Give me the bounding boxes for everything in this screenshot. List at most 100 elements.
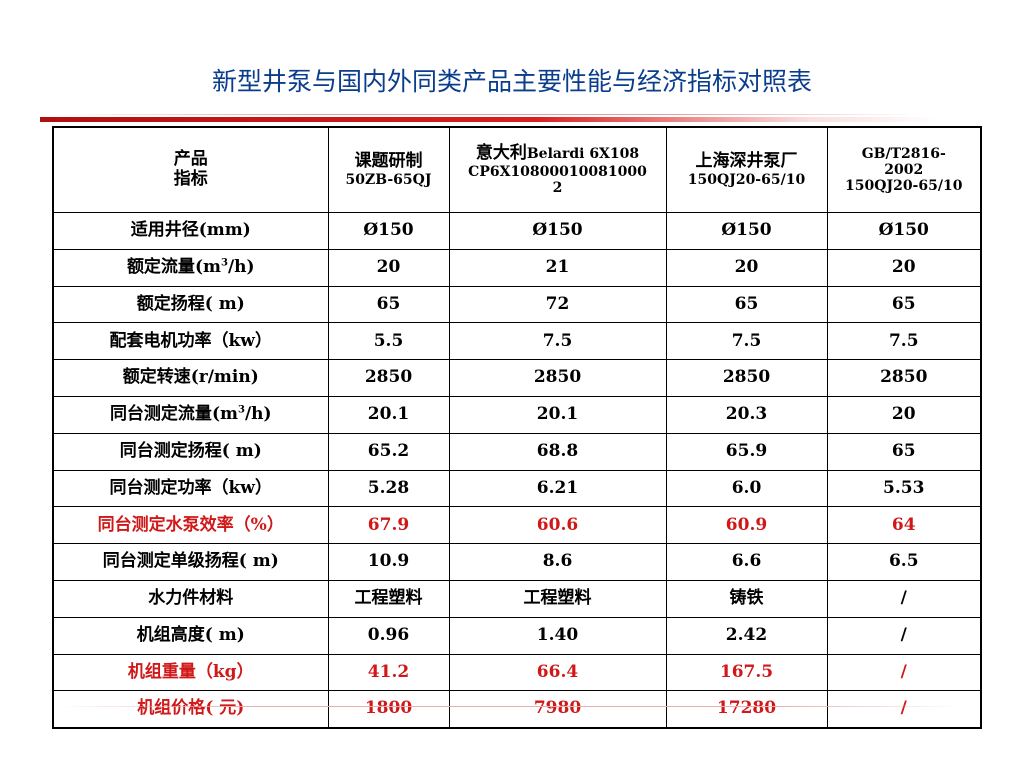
row-label-label-tail-cn: ） bbox=[236, 661, 254, 682]
row-label-label-cn: 机组重量（ bbox=[127, 661, 213, 682]
cell-value: 6.0 bbox=[665, 469, 828, 508]
cell-value: 20.1 bbox=[448, 395, 667, 434]
cell-value: 6.21 bbox=[448, 469, 667, 508]
row-label: 同台测定功率（kw） bbox=[52, 469, 329, 508]
row-label: 额定转速(r/min) bbox=[52, 359, 329, 397]
cell-value: Ø150 bbox=[448, 212, 667, 250]
row-label: 额定流量(m3/h) bbox=[52, 248, 329, 287]
cell-value: 60.9 bbox=[665, 506, 828, 545]
row-label-label-sup: 3 bbox=[237, 404, 245, 416]
row-label-label-tail: /h) bbox=[244, 404, 272, 425]
header-italy-brand: Belardi 6X108 bbox=[526, 146, 640, 163]
bottom-accent-line bbox=[60, 706, 960, 707]
table-row: 配套电机功率（kw） 5.5 7.5 7.5 7.5 bbox=[52, 322, 982, 361]
header-shanghai: 上海深井泵厂 150QJ20-65/10 bbox=[665, 126, 828, 213]
cell-value: 7.5 bbox=[826, 322, 982, 361]
cell-value: 工程塑料 bbox=[327, 579, 450, 618]
cell-value: 68.8 bbox=[448, 432, 667, 471]
row-label-label-cn: 机组高度 bbox=[136, 624, 205, 645]
cell-value: / bbox=[826, 690, 982, 729]
row-label: 同台测定流量(m3/h) bbox=[52, 395, 329, 434]
comparison-table: 产品 指标 课题研制 50ZB-65QJ 意大利Belardi 6X108 CP… bbox=[52, 126, 982, 730]
row-label: 机组高度( m) bbox=[52, 616, 329, 655]
row-label-label-unit: kg bbox=[212, 661, 237, 682]
cell-value: 65 bbox=[826, 432, 982, 471]
row-label-label-cn: 额定转速 bbox=[122, 367, 191, 388]
row-label-label-cn: 额定流量 bbox=[126, 256, 195, 277]
table-row: 额定流量(m3/h) 20 21 20 20 bbox=[52, 248, 982, 287]
header-row: 产品 指标 课题研制 50ZB-65QJ 意大利Belardi 6X108 CP… bbox=[52, 126, 982, 213]
row-label: 配套电机功率（kw） bbox=[52, 322, 329, 361]
row-label-label-cn: 同台测定水泵效率（ bbox=[97, 514, 251, 535]
row-label-label-cn: 同台测定功率（ bbox=[109, 477, 229, 498]
cell-value: 5.5 bbox=[327, 322, 450, 361]
cell-value: 20.1 bbox=[327, 395, 450, 434]
cell-value: Ø150 bbox=[826, 212, 982, 250]
title-underline-thin bbox=[60, 114, 920, 115]
header-project-name: 课题研制 bbox=[354, 151, 423, 172]
header-italy-model: CP6X10800010081000 bbox=[468, 163, 647, 180]
row-label-label-unit: ( m) bbox=[221, 440, 262, 461]
table-row: 同台测定单级扬程( m) 10.9 8.6 6.6 6.5 bbox=[52, 543, 982, 581]
cell-value: 20.3 bbox=[665, 395, 828, 434]
cell-value: 2850 bbox=[826, 359, 982, 397]
cell-value: 2850 bbox=[448, 359, 667, 397]
cell-value: 2.42 bbox=[665, 616, 828, 655]
row-label: 机组重量（kg） bbox=[52, 653, 329, 692]
header-product-label: 产品 bbox=[173, 149, 208, 170]
row-label-label-unit: ( m) bbox=[238, 551, 279, 572]
cell-value: 20 bbox=[665, 248, 828, 287]
cell-value: 20 bbox=[826, 248, 982, 287]
row-label-label-cn: 机组价格 bbox=[137, 698, 206, 719]
table-row: 同台测定水泵效率（%） 67.9 60.6 60.9 64 bbox=[52, 506, 982, 545]
row-label-label-tail-cn: 元 bbox=[219, 698, 237, 719]
cell-value: 67.9 bbox=[327, 506, 450, 545]
table-row: 机组高度( m) 0.96 1.40 2.42/ bbox=[52, 616, 982, 655]
cell-value: 65 bbox=[665, 285, 828, 324]
header-project-model: 50ZB-65QJ bbox=[345, 171, 432, 188]
cell-value: Ø150 bbox=[327, 212, 450, 250]
row-label: 水力件材料 bbox=[52, 579, 329, 618]
row-label-label-cn: 同台测定流量 bbox=[109, 404, 212, 425]
cell-value: 167.5 bbox=[665, 653, 828, 692]
row-label-label-unit: ( m) bbox=[204, 624, 245, 645]
row-label-label-tail-cn: ） bbox=[266, 514, 284, 535]
cell-value: 工程塑料 bbox=[448, 579, 667, 618]
cell-value: 21 bbox=[448, 248, 667, 287]
cell-value: 8.6 bbox=[448, 543, 667, 581]
cell-value: / bbox=[826, 579, 982, 618]
row-label-label-unit: (mm) bbox=[198, 220, 251, 241]
header-shanghai-model: 150QJ20-65/10 bbox=[687, 171, 806, 188]
header-standard-code: GB/T2816- bbox=[861, 145, 946, 162]
header-indicator: 产品 指标 bbox=[52, 126, 329, 213]
cell-value: 72 bbox=[448, 285, 667, 324]
title-underline-red bbox=[40, 117, 940, 122]
cell-value: 65.2 bbox=[327, 432, 450, 471]
header-italy-model-tail: 2 bbox=[552, 179, 563, 196]
header-italy-country: 意大利 bbox=[475, 143, 527, 164]
row-label-label-unit: (m bbox=[194, 256, 221, 277]
cell-value: 7.5 bbox=[448, 322, 667, 361]
header-indicator-label: 指标 bbox=[173, 169, 208, 189]
row-label-label-cn: 水力件材料 bbox=[148, 588, 234, 609]
cell-value: 20 bbox=[826, 395, 982, 434]
cell-value: 6.6 bbox=[665, 543, 828, 581]
header-italy: 意大利Belardi 6X108 CP6X10800010081000 2 bbox=[448, 126, 667, 213]
cell-value: / bbox=[826, 616, 982, 655]
cell-value: 2850 bbox=[327, 359, 450, 397]
row-label-label-unit: ( bbox=[205, 698, 220, 719]
cell-value: 20 bbox=[327, 248, 450, 287]
table-row: 额定转速(r/min) 2850 2850 2850 2850 bbox=[52, 359, 982, 397]
row-label-label-unit: % bbox=[250, 514, 267, 535]
cell-value: 65 bbox=[826, 285, 982, 324]
cell-value: 17280 bbox=[665, 690, 828, 729]
row-label-label-cn: 同台测定扬程 bbox=[119, 440, 222, 461]
table-row: 同台测定扬程( m) 65.2 68.8 65.9 65 bbox=[52, 432, 982, 471]
cell-value: 65.9 bbox=[665, 432, 828, 471]
table-row: 机组重量（kg） 41.2 66.4 167.5/ bbox=[52, 653, 982, 692]
header-standard: GB/T2816- 2002 150QJ20-65/10 bbox=[826, 126, 982, 213]
row-label-label-tail-cn: ） bbox=[254, 477, 272, 498]
row-label-label-sup: 3 bbox=[220, 257, 228, 269]
row-label-label-unit: ( m) bbox=[204, 293, 245, 314]
row-label-label-unit: (m bbox=[211, 404, 238, 425]
